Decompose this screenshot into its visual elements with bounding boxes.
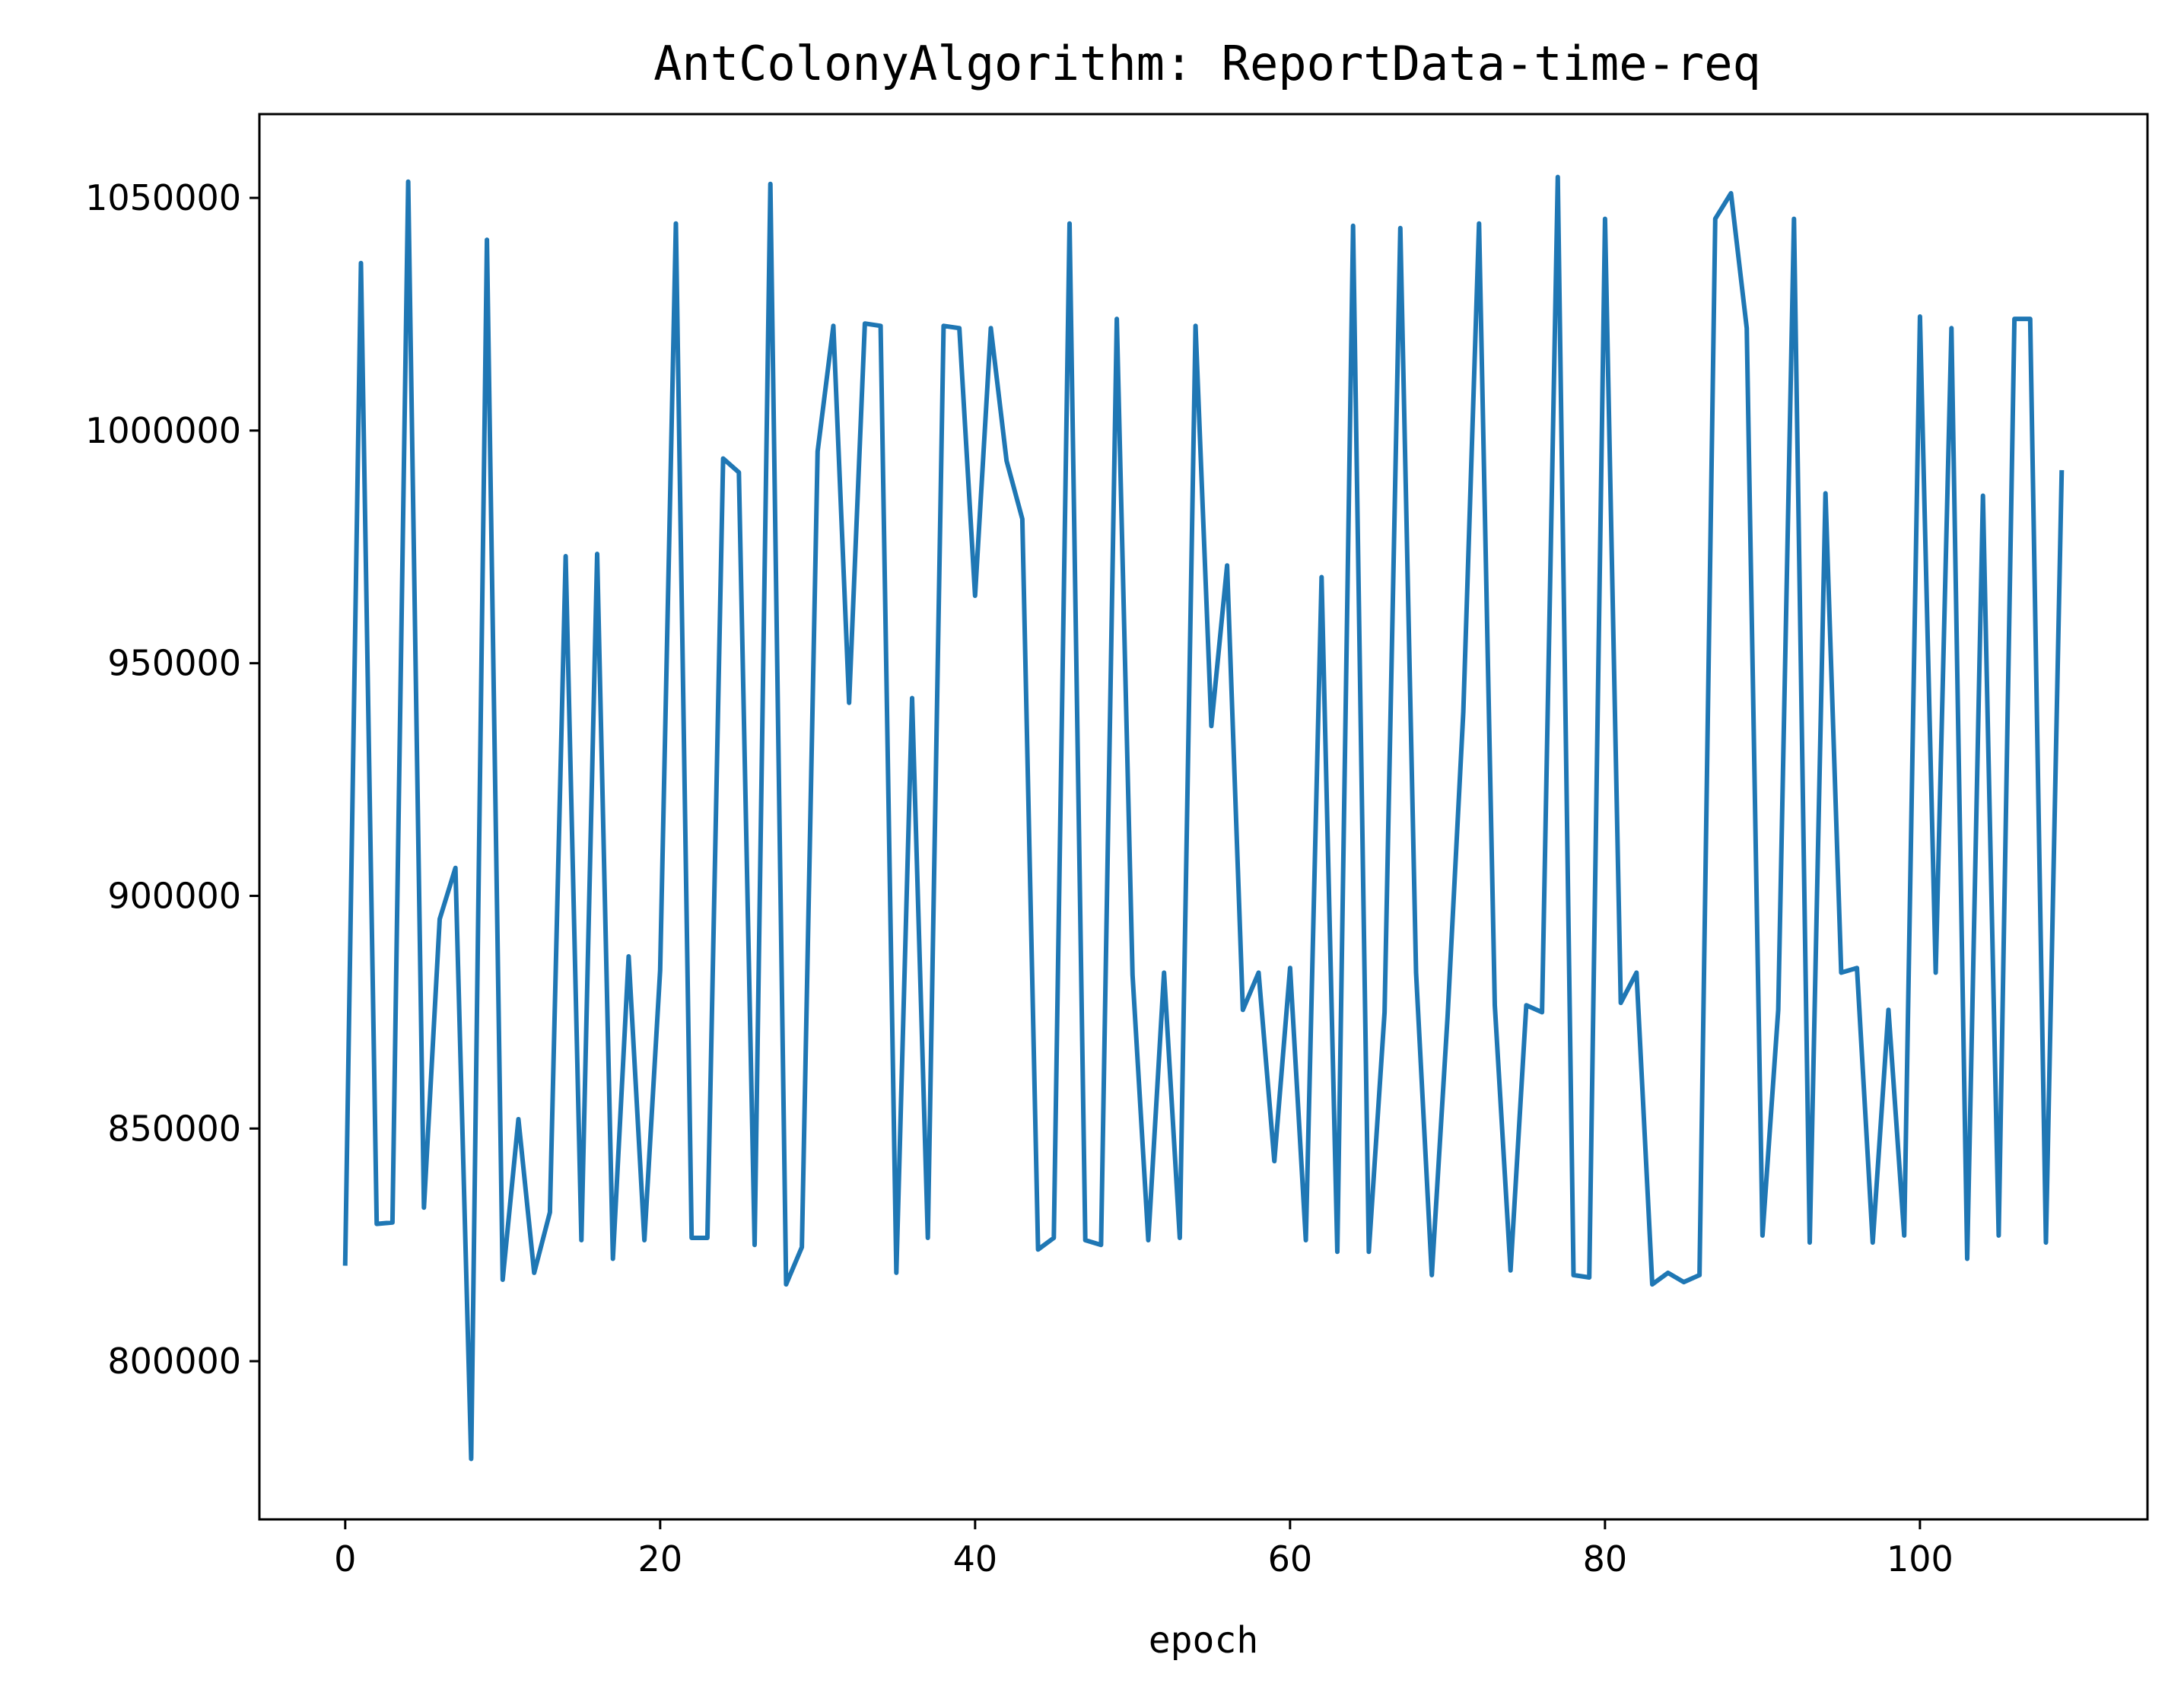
x-tick-label: 0 (334, 1538, 356, 1580)
y-axis: 800000 850000 900000 950000 1000000 1050000 (85, 177, 259, 1382)
y-tick-label: 1000000 (85, 410, 241, 451)
y-tick-label: 850000 (107, 1108, 241, 1149)
x-axis: 0 20 40 60 80 100 (334, 1519, 1954, 1580)
y-tick-label: 800000 (107, 1341, 241, 1382)
x-tick-label: 20 (638, 1538, 683, 1580)
y-tick-label: 1050000 (85, 177, 241, 218)
y-tick-label: 950000 (107, 643, 241, 684)
x-axis-label: epoch (1149, 1619, 1259, 1662)
x-tick-label: 60 (1268, 1538, 1313, 1580)
plot-frame (258, 113, 2149, 1521)
y-tick-label: 900000 (107, 875, 241, 916)
x-tick-label: 80 (1583, 1538, 1628, 1580)
chart-title: AntColonyAlgorithm: ReportData-time-req (653, 36, 1761, 91)
plot-area (342, 174, 2065, 1462)
x-tick-label: 40 (953, 1538, 998, 1580)
x-tick-label: 100 (1887, 1538, 1954, 1580)
series-line (342, 174, 2065, 1462)
